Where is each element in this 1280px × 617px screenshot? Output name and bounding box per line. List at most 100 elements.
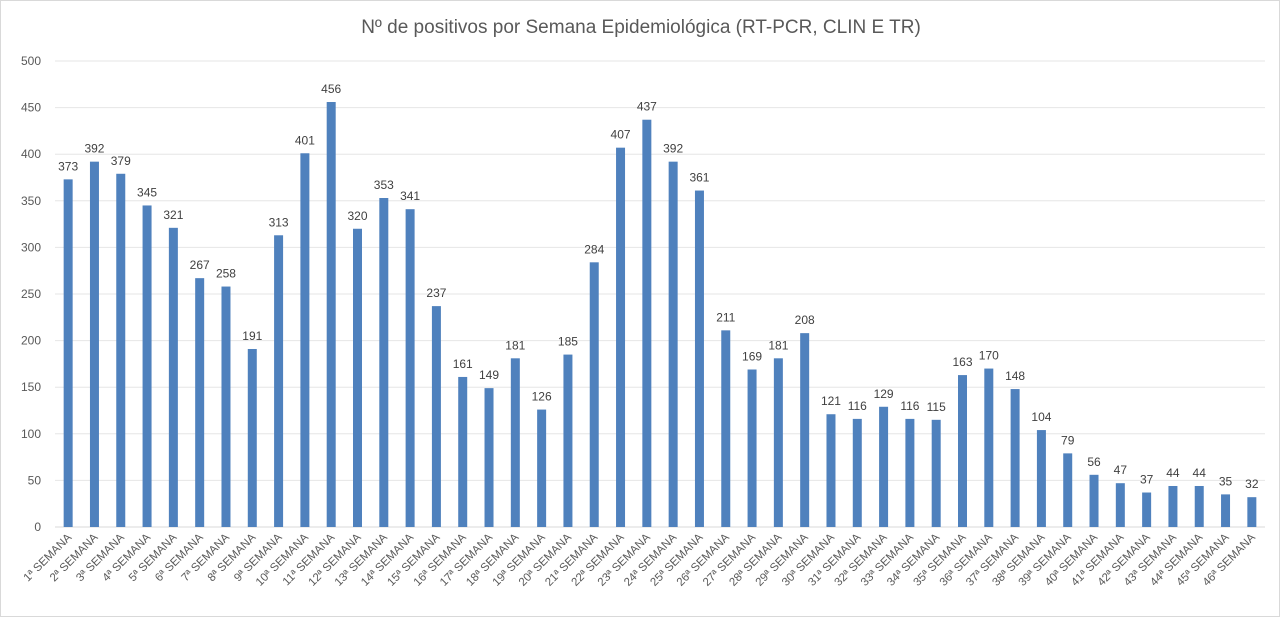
data-label: 345 (137, 185, 157, 199)
data-label: 126 (532, 390, 552, 404)
data-label: 148 (1005, 369, 1025, 383)
bar (274, 235, 284, 527)
data-label: 313 (269, 215, 289, 229)
bar (616, 147, 626, 527)
bar (1194, 485, 1204, 527)
data-label: 47 (1114, 463, 1128, 477)
data-label: 284 (584, 242, 604, 256)
data-label: 149 (479, 368, 499, 382)
bar (1168, 485, 1178, 527)
chart-title: Nº de positivos por Semana Epidemiológic… (361, 17, 921, 38)
data-label: 392 (84, 142, 104, 156)
bar (63, 179, 73, 527)
bar (405, 209, 415, 528)
bar (353, 228, 362, 527)
data-label: 163 (952, 355, 972, 369)
bar (879, 406, 889, 527)
data-label: 169 (742, 349, 762, 363)
data-label: 341 (400, 189, 420, 203)
data-label: 191 (242, 329, 262, 343)
data-label: 104 (1031, 410, 1051, 424)
bar (984, 368, 994, 527)
bar (221, 286, 231, 527)
bar (89, 161, 99, 527)
y-tick-label: 200 (21, 334, 41, 348)
data-label: 35 (1219, 474, 1233, 488)
bar (1115, 483, 1125, 527)
data-label: 56 (1087, 455, 1101, 469)
y-tick-label: 0 (34, 520, 41, 534)
data-label: 321 (163, 208, 183, 222)
data-label: 116 (848, 399, 867, 413)
data-label: 37 (1140, 473, 1154, 487)
bar (1247, 497, 1257, 527)
bar (563, 354, 573, 527)
bar (852, 418, 862, 527)
bar (1221, 494, 1231, 527)
bar (747, 369, 757, 527)
data-label: 115 (927, 400, 946, 414)
bar (116, 173, 126, 527)
bar (931, 419, 941, 527)
bar (195, 278, 205, 527)
data-label: 79 (1061, 433, 1075, 447)
bar (484, 388, 494, 527)
y-tick-label: 350 (21, 194, 41, 208)
data-label: 456 (321, 82, 341, 96)
data-label: 392 (663, 142, 683, 156)
data-label: 121 (821, 394, 841, 408)
bar (800, 333, 810, 527)
data-label: 181 (768, 338, 788, 352)
data-label: 116 (900, 399, 919, 413)
y-tick-label: 250 (21, 287, 41, 301)
data-label: 437 (637, 100, 657, 114)
y-tick-label: 50 (28, 473, 42, 487)
bar (958, 375, 967, 527)
bar (510, 358, 520, 527)
bar (826, 414, 836, 527)
bar (1036, 430, 1046, 527)
data-label: 211 (716, 310, 735, 324)
y-tick-label: 450 (21, 101, 41, 115)
y-tick-label: 100 (21, 427, 41, 441)
data-label: 373 (58, 159, 78, 173)
bar (300, 153, 310, 527)
bar (773, 358, 783, 527)
data-label: 258 (216, 267, 236, 281)
bar (458, 376, 468, 527)
data-label: 32 (1245, 477, 1259, 491)
y-tick-label: 150 (21, 380, 41, 394)
bar (905, 418, 915, 527)
data-label: 185 (558, 335, 578, 349)
data-label: 44 (1193, 466, 1207, 480)
bar (537, 409, 547, 527)
y-tick-label: 300 (21, 240, 41, 254)
bar (326, 102, 336, 528)
bar (1010, 389, 1020, 527)
data-label: 401 (295, 133, 315, 147)
data-label: 407 (611, 128, 631, 142)
bar (247, 348, 257, 527)
data-label: 320 (347, 209, 367, 223)
data-label: 44 (1166, 466, 1180, 480)
data-label: 237 (426, 286, 446, 300)
y-tick-label: 400 (21, 147, 41, 161)
bar (1089, 474, 1099, 527)
bar (642, 119, 652, 527)
data-label: 170 (979, 349, 999, 363)
bar (1142, 492, 1152, 527)
data-label: 208 (795, 313, 815, 327)
data-label: 267 (190, 258, 210, 272)
bar (379, 198, 389, 527)
bar (142, 205, 152, 527)
data-label: 161 (453, 357, 473, 371)
bar (1063, 453, 1073, 527)
bar (431, 306, 441, 527)
bar (721, 330, 731, 527)
data-label: 379 (111, 154, 131, 168)
data-label: 353 (374, 178, 394, 192)
bar (589, 262, 599, 527)
y-tick-label: 500 (21, 54, 41, 68)
